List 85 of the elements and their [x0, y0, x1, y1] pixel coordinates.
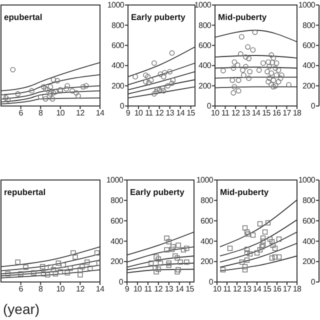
y-tick-label: 200 [198, 81, 212, 90]
x-tick-label: 8 [38, 108, 44, 118]
x-tick-label: 11 [223, 284, 232, 294]
y-tick-label: 1000 [106, 176, 124, 185]
x-tick-label: 14 [175, 284, 184, 294]
y-tick-label: 400 [112, 61, 125, 70]
x-tick-label: 15 [262, 108, 272, 118]
y2-tick-label: 800 [302, 196, 316, 205]
y2-tick-label: 0 [310, 278, 316, 287]
x-tick-label: 18 [292, 284, 302, 294]
x-tick-label: 12 [232, 284, 242, 294]
y-tick-label: 0 [118, 278, 124, 287]
x-tick-label: 15 [186, 108, 196, 118]
x-tick-label: 14 [252, 108, 261, 118]
y-tick-label: 1000 [107, 0, 125, 10]
y-tick-label: 800 [198, 20, 212, 30]
x-tick-label: 14 [96, 284, 105, 294]
x-tick-label: 10 [212, 284, 222, 294]
x-tick-label: 13 [242, 108, 251, 118]
y2-tick-label: 600 [302, 216, 316, 226]
x-tick-label: 12 [76, 108, 86, 118]
x-tick-label: 14 [96, 108, 105, 118]
x-tick-label: 12 [231, 108, 240, 118]
text: epubertal [4, 12, 42, 22]
x-tick-label: 13 [166, 108, 175, 118]
x-tick-label: 9 [124, 284, 130, 294]
y-tick-label: 200 [112, 81, 125, 90]
x-tick-label: 17 [282, 284, 292, 294]
x-tick-label: 17 [282, 108, 292, 118]
x-tick-label: 16 [272, 108, 282, 118]
x-tick-label: 8 [38, 284, 44, 294]
x-tick-label: 13 [242, 284, 252, 294]
y-tick-label: 800 [112, 20, 125, 30]
y-tick-label: 200 [200, 257, 214, 266]
x-tick-label: 6 [18, 284, 24, 294]
text: Early puberty [130, 187, 185, 197]
x-axis-title: (year) [3, 301, 40, 317]
y-tick-label: 1000 [194, 0, 212, 10]
text: Mid-puberty [220, 187, 269, 197]
x-tick-label: 11 [221, 108, 230, 118]
y2-tick-label: 400 [302, 236, 316, 246]
text: repubertal [4, 187, 46, 197]
y-tick-label: 0 [208, 278, 214, 287]
y2-tick-label: 800 [302, 20, 316, 30]
y-tick-label: 600 [200, 216, 214, 226]
x-tick-label: 10 [56, 284, 66, 294]
y2-tick-label: 200 [302, 81, 316, 90]
x-tick-label: 10 [133, 284, 142, 294]
x-tick-label: 16 [272, 284, 282, 294]
x-tick-label: 13 [164, 284, 174, 294]
y-tick-label: 400 [110, 236, 124, 246]
y2-tick-label: 1000 [298, 176, 316, 185]
y-tick-label: 800 [110, 196, 124, 205]
text: Mid-puberty [218, 12, 267, 22]
y2-tick-label: 0 [310, 102, 316, 111]
y2-tick-label: 600 [302, 40, 316, 50]
x-tick-label: 12 [155, 108, 164, 118]
x-tick-label: 15 [186, 284, 195, 294]
x-tick-label: 14 [176, 108, 186, 118]
y2-tick-label: 400 [302, 61, 316, 70]
y-tick-label: 600 [110, 216, 124, 226]
x-tick-label: 12 [76, 284, 86, 294]
y-tick-label: 400 [200, 236, 214, 246]
x-tick-label: 10 [56, 108, 66, 118]
y-tick-label: 0 [120, 102, 125, 111]
x-tick-label: 14 [252, 284, 262, 294]
y-tick-label: 0 [206, 102, 212, 111]
y-tick-label: 1000 [196, 176, 214, 185]
x-tick-label: 15 [262, 284, 272, 294]
x-tick-label: 9 [126, 108, 131, 118]
x-tick-label: 11 [145, 108, 154, 118]
y-tick-label: 400 [198, 61, 212, 70]
x-tick-label: 6 [18, 108, 24, 118]
x-tick-label: 11 [144, 284, 153, 294]
y-tick-label: 600 [198, 40, 212, 50]
x-tick-label: 12 [154, 284, 164, 294]
y2-tick-label: 200 [302, 257, 316, 266]
text: Early puberty [131, 12, 186, 22]
y-tick-label: 800 [200, 196, 214, 205]
x-tick-label: 10 [210, 108, 220, 118]
x-tick-label: 10 [134, 108, 144, 118]
y-tick-label: 200 [110, 257, 124, 266]
y2-tick-label: 1000 [298, 0, 316, 10]
y-tick-label: 600 [112, 40, 125, 50]
x-tick-label: 18 [292, 108, 302, 118]
